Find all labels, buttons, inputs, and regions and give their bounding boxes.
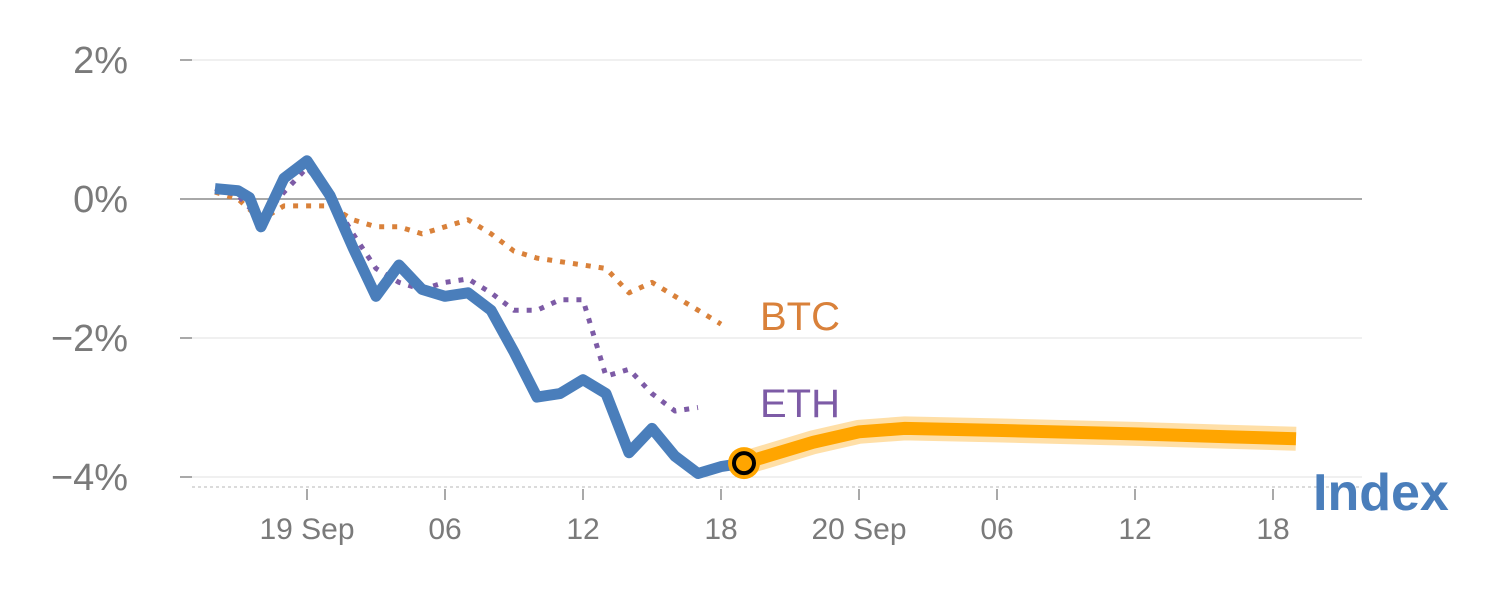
series-lines — [214, 155, 1297, 479]
y-tick-label: 2% — [73, 40, 128, 82]
y-tick-label: 0% — [73, 179, 128, 221]
series-label-btc: BTC — [760, 295, 840, 339]
series-labels: BTC ETH Index — [760, 295, 1449, 522]
x-tick-label: 12 — [1118, 513, 1151, 546]
x-tick-label: 18 — [704, 513, 737, 546]
x-tick-label: 18 — [1256, 513, 1289, 546]
marker — [728, 447, 760, 480]
x-tick-label: 06 — [428, 513, 461, 546]
x-axis: 19 Sep 06 12 18 20 Sep 06 12 18 — [192, 486, 1362, 546]
x-tick-label: 12 — [566, 513, 599, 546]
series-label-eth: ETH — [760, 382, 840, 426]
x-tick-label: 06 — [980, 513, 1013, 546]
series-line-index — [214, 155, 745, 479]
series-label-index: Index — [1313, 464, 1449, 522]
x-tick-label: 19 Sep — [259, 513, 354, 546]
x-tick-label: 20 Sep — [811, 513, 906, 546]
series-line-btc — [214, 189, 723, 327]
marker-inner — [732, 451, 756, 476]
y-tick-label: −4% — [51, 457, 128, 499]
y-tick-label: −2% — [51, 318, 128, 360]
grid-lines — [192, 59, 1362, 478]
y-axis: 2% 0% −2% −4% — [51, 40, 192, 499]
forecast-line — [742, 421, 1297, 470]
